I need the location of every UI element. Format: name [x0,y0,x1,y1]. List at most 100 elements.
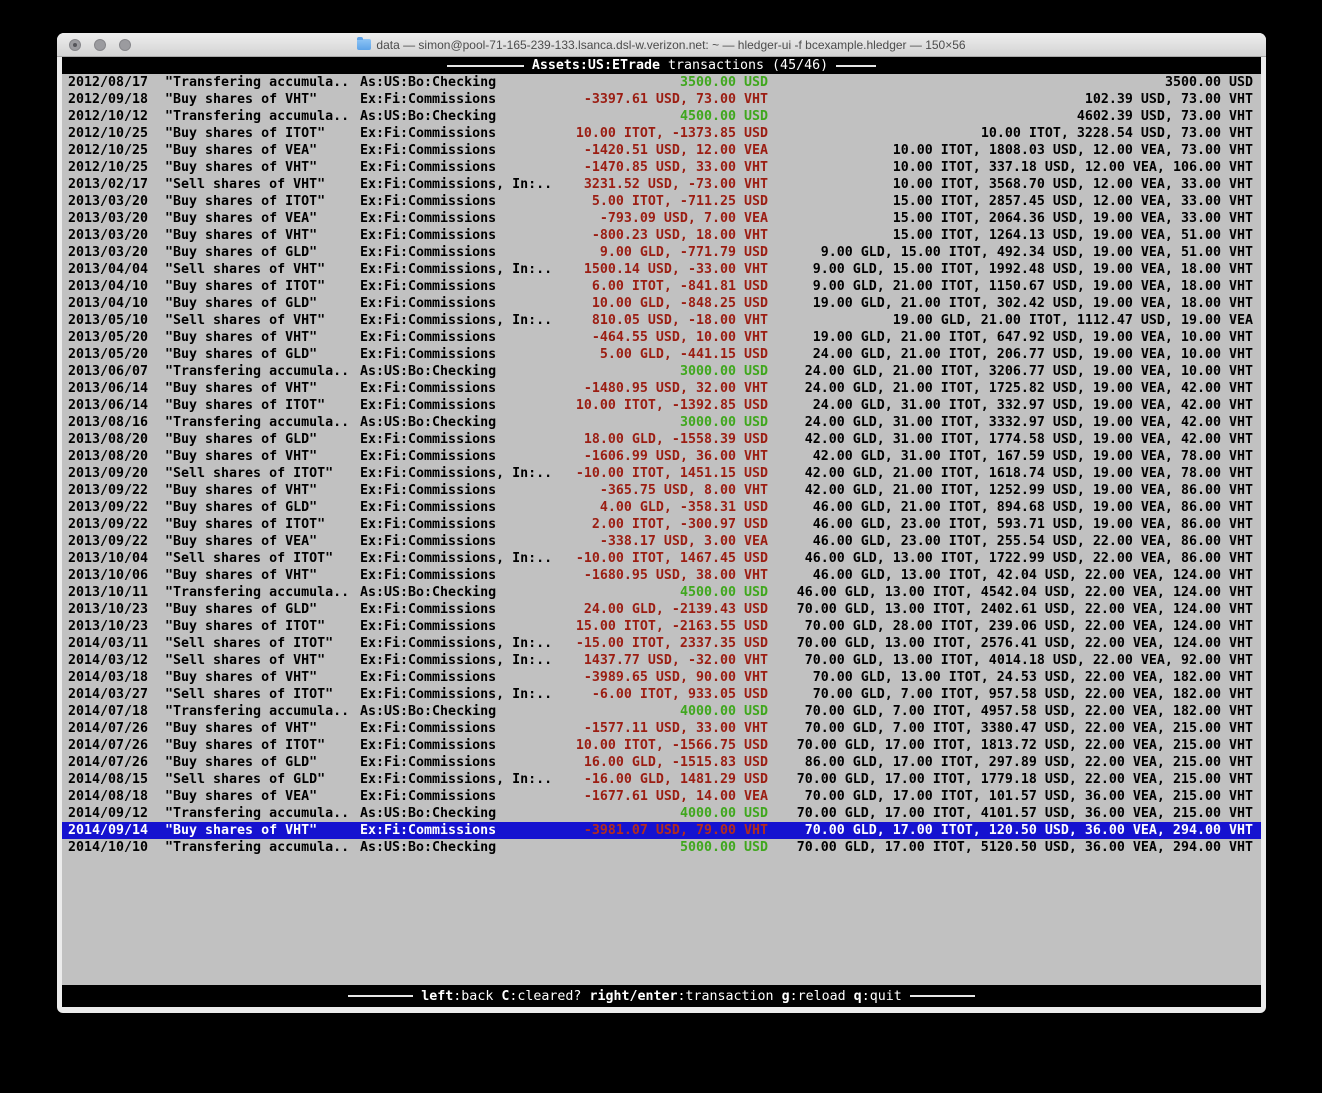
cell-account: Ex:Fi:Commissions [360,126,497,141]
cell-balance: 102.39 USD, 73.00 VHT [1084,92,1253,107]
cell-desc: "Buy shares of ITOT" [165,194,326,209]
table-row[interactable]: 2013/09/22 "Buy shares of VEA" Ex:Fi:Commi… [62,533,1261,550]
table-row[interactable]: 2013/10/04 "Sell shares of ITOT" Ex:Fi:Com… [62,550,1261,567]
cell-date: 2013/05/10 [68,313,149,328]
cell-amount: 10.00 ITOT, -1373.85 USD [575,126,768,141]
zoom-button[interactable] [119,38,131,51]
close-button[interactable] [69,38,81,51]
cell-amount: -1677.61 USD, 14.00 VEA [583,789,768,804]
cell-amount: 4000.00 USD [679,704,768,719]
table-row[interactable]: 2013/02/17 "Sell shares of VHT" Ex:Fi:Comm… [62,176,1261,193]
cell-date: 2013/05/20 [68,330,149,345]
table-row[interactable]: 2013/10/23 "Buy shares of ITOT" Ex:Fi:Comm… [62,618,1261,635]
table-row[interactable]: 2012/10/12 "Transfering accumula.. As:US:B… [62,108,1261,125]
table-row[interactable]: 2014/03/11 "Sell shares of ITOT" Ex:Fi:Com… [62,635,1261,652]
cell-balance: 70.00 GLD, 7.00 ITOT, 957.58 USD, 22.00 … [812,687,1253,702]
table-row[interactable]: 2013/10/11 "Transfering accumula.. As:US:B… [62,584,1261,601]
cell-date: 2014/07/18 [68,704,149,719]
table-row[interactable]: 2013/06/14 "Buy shares of ITOT" Ex:Fi:Comm… [62,397,1261,414]
table-row[interactable]: 2014/07/26 "Buy shares of ITOT" Ex:Fi:Comm… [62,737,1261,754]
table-row[interactable]: 2012/09/18 "Buy shares of VHT" Ex:Fi:Commi… [62,91,1261,108]
table-row[interactable]: 2013/10/06 "Buy shares of VHT" Ex:Fi:Commi… [62,567,1261,584]
cell-balance: 70.00 GLD, 13.00 ITOT, 2402.61 USD, 22.0… [796,602,1253,617]
table-row[interactable]: 2013/03/20 "Buy shares of VEA" Ex:Fi:Commi… [62,210,1261,227]
cell-balance: 70.00 GLD, 13.00 ITOT, 2576.41 USD, 22.0… [796,636,1253,651]
titlebar[interactable]: data — simon@pool-71-165-239-133.lsanca.… [57,33,1266,57]
table-row[interactable]: 2014/03/12 "Sell shares of VHT" Ex:Fi:Comm… [62,652,1261,669]
table-row[interactable]: 2014/07/26 "Buy shares of GLD" Ex:Fi:Commi… [62,754,1261,771]
cell-account: Ex:Fi:Commissions, In:.. [360,772,553,787]
table-row[interactable]: 2013/03/20 "Buy shares of GLD" Ex:Fi:Commi… [62,244,1261,261]
cell-balance: 10.00 ITOT, 3228.54 USD, 73.00 VHT [980,126,1253,141]
cell-date: 2013/02/17 [68,177,149,192]
cell-account: Ex:Fi:Commissions [360,432,497,447]
cell-account: Ex:Fi:Commissions [360,160,497,175]
table-row[interactable]: 2013/08/20 "Buy shares of GLD" Ex:Fi:Commi… [62,431,1261,448]
cell-desc: "Buy shares of ITOT" [165,738,326,753]
cell-date: 2013/04/10 [68,279,149,294]
cell-desc: "Transfering accumula.. [165,806,350,821]
cell-desc: "Sell shares of VHT" [165,177,326,192]
minimize-button[interactable] [94,38,106,51]
table-row[interactable]: 2013/05/20 "Buy shares of GLD" Ex:Fi:Commi… [62,346,1261,363]
cell-amount: 4500.00 USD [679,585,768,600]
table-row[interactable]: 2013/09/22 "Buy shares of GLD" Ex:Fi:Commi… [62,499,1261,516]
cell-date: 2013/05/20 [68,347,149,362]
cell-balance: 70.00 GLD, 13.00 ITOT, 24.53 USD, 22.00 … [812,670,1253,685]
table-row[interactable]: 2013/05/10 "Sell shares of VHT" Ex:Fi:Comm… [62,312,1261,329]
table-row[interactable]: 2013/10/23 "Buy shares of GLD" Ex:Fi:Commi… [62,601,1261,618]
table-row[interactable]: 2013/04/10 "Buy shares of ITOT" Ex:Fi:Comm… [62,278,1261,295]
table-row[interactable]: 2014/07/18 "Transfering accumula.. As:US:B… [62,703,1261,720]
table-row[interactable]: 2013/09/22 "Buy shares of ITOT" Ex:Fi:Comm… [62,516,1261,533]
table-row[interactable]: 2014/03/18 "Buy shares of VHT" Ex:Fi:Commi… [62,669,1261,686]
cell-desc: "Buy shares of VEA" [165,789,318,804]
cell-date: 2013/03/20 [68,194,149,209]
table-row[interactable]: 2013/09/20 "Sell shares of ITOT" Ex:Fi:Com… [62,465,1261,482]
table-row[interactable]: 2014/08/18 "Buy shares of VEA" Ex:Fi:Commi… [62,788,1261,805]
cell-amount: 4500.00 USD [679,109,768,124]
cell-amount: -3981.07 USD, 79.00 VHT [583,823,768,838]
cell-balance: 15.00 ITOT, 2857.45 USD, 12.00 VEA, 33.0… [892,194,1253,209]
table-row[interactable]: 2012/10/25 "Buy shares of VEA" Ex:Fi:Commi… [62,142,1261,159]
cell-account: Ex:Fi:Commissions [360,670,497,685]
cell-account: As:US:Bo:Checking [360,806,497,821]
cell-amount: 5000.00 USD [679,840,768,855]
table-row[interactable]: 2014/07/26 "Buy shares of VHT" Ex:Fi:Commi… [62,720,1261,737]
cell-account: Ex:Fi:Commissions, In:.. [360,636,553,651]
cell-account: Ex:Fi:Commissions [360,143,497,158]
cell-balance: 9.00 GLD, 15.00 ITOT, 492.34 USD, 19.00 … [820,245,1253,260]
table-row[interactable]: 2014/10/10 "Transfering accumula.. As:US:B… [62,839,1261,856]
cell-amount: 16.00 GLD, -1515.83 USD [583,755,768,770]
cell-desc: "Sell shares of VHT" [165,653,326,668]
table-row[interactable]: 2012/10/25 "Buy shares of VHT" Ex:Fi:Commi… [62,159,1261,176]
table-row[interactable]: 2013/03/20 "Buy shares of VHT" Ex:Fi:Commi… [62,227,1261,244]
table-row[interactable]: 2012/10/25 "Buy shares of ITOT" Ex:Fi:Comm… [62,125,1261,142]
table-row[interactable]: 2014/08/15 "Sell shares of GLD" Ex:Fi:Comm… [62,771,1261,788]
table-row[interactable]: 2013/05/20 "Buy shares of VHT" Ex:Fi:Commi… [62,329,1261,346]
terminal-window: data — simon@pool-71-165-239-133.lsanca.… [57,33,1266,1013]
table-row[interactable]: 2013/06/14 "Buy shares of VHT" Ex:Fi:Commi… [62,380,1261,397]
cell-date: 2013/08/20 [68,432,149,447]
key-hint-action: :cleared? [509,988,582,1004]
cell-amount: -1680.95 USD, 38.00 VHT [583,568,768,583]
cell-amount: 810.05 USD, -18.00 VHT [591,313,768,328]
table-row[interactable]: 2014/09/12 "Transfering accumula.. As:US:B… [62,805,1261,822]
cell-amount: 6.00 ITOT, -841.81 USD [591,279,768,294]
cell-date: 2013/04/10 [68,296,149,311]
table-row[interactable]: 2013/08/16 "Transfering accumula.. As:US:B… [62,414,1261,431]
cell-desc: "Buy shares of VHT" [165,92,318,107]
table-row[interactable]: 2013/04/10 "Buy shares of GLD" Ex:Fi:Commi… [62,295,1261,312]
table-row[interactable]: 2013/06/07 "Transfering accumula.. As:US:B… [62,363,1261,380]
table-row-selected[interactable]: 2014/09/14 "Buy shares of VHT" Ex:Fi:Commi… [62,822,1261,839]
table-row[interactable]: 2013/09/22 "Buy shares of VHT" Ex:Fi:Commi… [62,482,1261,499]
cell-desc: "Buy shares of ITOT" [165,126,326,141]
key-hints: left:back C:cleared? right/enter:transac… [421,988,901,1005]
table-row[interactable]: 2013/08/20 "Buy shares of VHT" Ex:Fi:Commi… [62,448,1261,465]
cell-date: 2013/09/22 [68,517,149,532]
table-row[interactable]: 2013/04/04 "Sell shares of VHT" Ex:Fi:Comm… [62,261,1261,278]
cell-amount: 18.00 GLD, -1558.39 USD [583,432,768,447]
table-row[interactable]: 2013/03/20 "Buy shares of ITOT" Ex:Fi:Comm… [62,193,1261,210]
table-row[interactable]: 2012/08/17 "Transfering accumula.. As:US:B… [62,74,1261,91]
table-row[interactable]: 2014/03/27 "Sell shares of ITOT" Ex:Fi:Com… [62,686,1261,703]
cell-account: As:US:Bo:Checking [360,704,497,719]
